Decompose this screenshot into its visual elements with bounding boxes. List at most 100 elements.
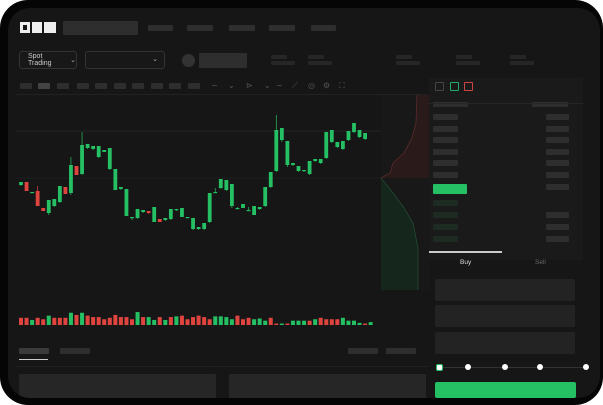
candle-body bbox=[57, 186, 62, 202]
amount-input[interactable] bbox=[435, 305, 575, 327]
candle-body bbox=[274, 130, 279, 171]
divider bbox=[16, 366, 428, 367]
volume-bar bbox=[307, 320, 312, 325]
interval-button[interactable] bbox=[20, 83, 32, 89]
candle bbox=[291, 163, 295, 166]
candle bbox=[224, 180, 229, 191]
volume-bar bbox=[19, 317, 23, 325]
volume-bar bbox=[91, 317, 96, 325]
nav-item[interactable] bbox=[187, 25, 213, 31]
candle-body bbox=[207, 193, 212, 222]
tab-sell[interactable]: Sell bbox=[535, 259, 546, 266]
volume-bar bbox=[229, 319, 234, 325]
candle-body bbox=[329, 130, 334, 142]
camera-icon[interactable]: ◎ bbox=[308, 81, 315, 90]
candlestick-chart[interactable] bbox=[8, 8, 600, 398]
candle bbox=[91, 146, 96, 150]
candle-body bbox=[352, 123, 356, 132]
candle bbox=[352, 123, 356, 133]
active-tab-indicator bbox=[429, 251, 502, 253]
volume-bar bbox=[68, 312, 73, 325]
mid-price bbox=[433, 184, 467, 194]
volume-bar bbox=[113, 314, 118, 325]
volume-bar bbox=[346, 320, 351, 325]
ask-row bbox=[546, 172, 569, 178]
interval-button[interactable] bbox=[188, 83, 200, 89]
volume-bar bbox=[218, 316, 223, 325]
volume-bar bbox=[185, 319, 190, 325]
candle-body bbox=[113, 169, 118, 190]
volume-bar bbox=[157, 317, 162, 325]
search-bar[interactable] bbox=[63, 21, 138, 35]
book-both-icon[interactable] bbox=[435, 82, 444, 91]
volume-bar bbox=[224, 317, 229, 325]
candle bbox=[146, 211, 151, 214]
amount-slider[interactable] bbox=[436, 363, 589, 371]
tab-buy[interactable]: Buy bbox=[460, 259, 472, 266]
candle bbox=[246, 207, 251, 212]
slider-stop[interactable] bbox=[502, 364, 508, 370]
filter-button[interactable] bbox=[386, 348, 416, 354]
volume-bar bbox=[146, 317, 151, 325]
candle bbox=[180, 208, 184, 217]
candle bbox=[52, 199, 57, 207]
spot-trading-dropdown[interactable]: Spot Trading ⌄ bbox=[19, 51, 77, 69]
filter-button[interactable] bbox=[348, 348, 378, 354]
chevron-down-icon[interactable]: ⌄ bbox=[228, 81, 235, 90]
slider-stop[interactable] bbox=[583, 364, 589, 370]
volume-bar bbox=[30, 319, 35, 325]
buy-button[interactable] bbox=[435, 382, 576, 398]
book-asks-icon[interactable] bbox=[464, 82, 473, 91]
price-display bbox=[199, 53, 247, 68]
trading-screen: Spot Trading ⌄ ⌄ ∽ ⌄ ⊳ ⌄ ∼ ⟋ ◎ ⚙ ⛶ bbox=[8, 8, 600, 398]
tab-open-orders[interactable] bbox=[19, 348, 49, 354]
slider-stop[interactable] bbox=[465, 364, 471, 370]
book-bids-icon[interactable] bbox=[450, 82, 459, 91]
candle-body bbox=[124, 189, 129, 216]
tab-order-history[interactable] bbox=[60, 348, 90, 354]
slider-stop[interactable] bbox=[537, 364, 543, 370]
slider-handle[interactable] bbox=[436, 363, 443, 371]
candle-body bbox=[224, 180, 229, 190]
pair-selector[interactable]: ⌄ bbox=[85, 51, 165, 69]
nav-item[interactable] bbox=[311, 25, 336, 31]
nav-item[interactable] bbox=[229, 25, 255, 31]
volume-bar bbox=[163, 319, 168, 325]
interval-button[interactable] bbox=[169, 83, 181, 89]
volume-bar bbox=[74, 314, 79, 325]
interval-button[interactable] bbox=[114, 83, 126, 89]
ask-row bbox=[546, 126, 569, 132]
assets-panel bbox=[229, 374, 426, 398]
volume-bar bbox=[340, 317, 345, 325]
interval-button[interactable] bbox=[95, 83, 107, 89]
total-input[interactable] bbox=[435, 332, 575, 354]
interval-button[interactable] bbox=[77, 83, 89, 89]
candle bbox=[196, 227, 201, 230]
interval-button[interactable] bbox=[132, 83, 144, 89]
candle bbox=[285, 141, 290, 167]
wave-icon[interactable]: ∼ bbox=[276, 81, 283, 90]
candle-body bbox=[313, 159, 318, 161]
ask-row bbox=[546, 160, 569, 166]
indicator-icon[interactable]: ∽ bbox=[211, 81, 218, 90]
ask-row bbox=[546, 114, 569, 120]
volume-bar bbox=[63, 317, 68, 325]
price-input[interactable] bbox=[435, 279, 575, 301]
interval-button[interactable] bbox=[151, 83, 163, 89]
interval-button[interactable] bbox=[57, 83, 69, 89]
fullscreen-icon[interactable]: ⛶ bbox=[339, 81, 345, 90]
volume-bar bbox=[174, 316, 179, 325]
interval-button[interactable] bbox=[38, 83, 50, 89]
ruler-icon[interactable]: ⟋ bbox=[292, 81, 298, 90]
nav-item[interactable] bbox=[269, 25, 295, 31]
volume-bar bbox=[107, 317, 112, 325]
settings-icon[interactable]: ⚙ bbox=[323, 81, 331, 90]
depth-bids bbox=[381, 178, 418, 290]
chevron-down-icon[interactable]: ⌄ bbox=[264, 81, 271, 90]
candle bbox=[279, 128, 284, 142]
volume-bar bbox=[130, 319, 134, 325]
nav-item[interactable] bbox=[148, 25, 173, 31]
okx-logo bbox=[20, 22, 58, 33]
draw-line-icon[interactable]: ⊳ bbox=[246, 81, 253, 90]
